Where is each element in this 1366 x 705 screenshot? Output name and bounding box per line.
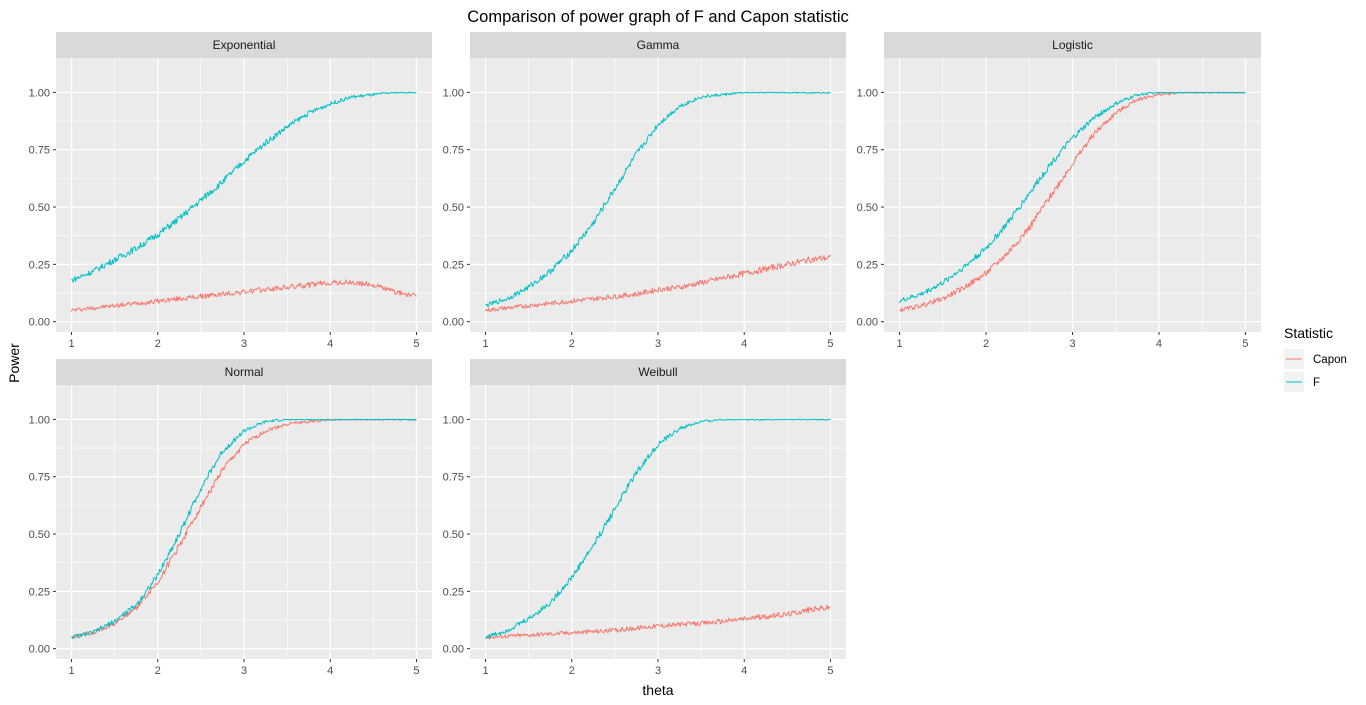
y-tick-label: 0.25 <box>29 259 50 271</box>
y-tick-label: 0.50 <box>29 529 50 541</box>
series-line-capon <box>485 254 831 312</box>
x-axis-title: theta <box>642 682 673 698</box>
y-tick-label: 1.00 <box>443 87 464 99</box>
legend: Statistic Capon F <box>1284 325 1347 392</box>
y-tick-label: 0.75 <box>29 472 50 484</box>
x-tick-label: 5 <box>827 665 833 677</box>
y-tick-label: 1.00 <box>29 87 50 99</box>
x-tick-label: 3 <box>655 338 661 350</box>
facet-strip-label: Exponential <box>213 38 276 52</box>
y-tick-label: 0.00 <box>443 317 464 329</box>
legend-entries: Capon F <box>1284 349 1347 392</box>
x-tick-label: 5 <box>413 665 419 677</box>
facet-weibull: Weibull 1 2 3 4 5 0.00 0.25 0.50 0.75 1.00 <box>443 359 846 677</box>
y-axis-title: Power <box>6 343 22 383</box>
facet-strip <box>884 32 1261 58</box>
facet-exponential: Exponential 1 2 3 4 5 0.00 0.25 0.50 0.75 1.00 <box>29 32 432 350</box>
x-tick-label: 2 <box>569 338 575 350</box>
y-tick-label: 0.25 <box>443 259 464 271</box>
facet-normal: Normal 1 2 3 4 5 0.00 0.25 0.50 0.75 1.00 <box>29 359 432 677</box>
y-tick-label: 0.50 <box>29 202 50 214</box>
x-tick-label: 2 <box>155 665 161 677</box>
series-line-f <box>71 91 417 283</box>
legend-title: Statistic <box>1284 325 1333 341</box>
x-tick-label: 1 <box>68 665 74 677</box>
y-tick-label: 0.50 <box>443 529 464 541</box>
x-tick-label: 4 <box>1156 338 1162 350</box>
x-tick-label: 5 <box>413 338 419 350</box>
chart-title: Comparison of power graph of F and Capon… <box>467 8 849 26</box>
x-tick-label: 2 <box>155 338 161 350</box>
x-tick-label: 3 <box>655 665 661 677</box>
series-line-f <box>899 91 1246 304</box>
facet-strip <box>56 359 432 385</box>
y-tick-label: 1.00 <box>29 414 50 426</box>
y-tick-label: 0.75 <box>857 145 878 157</box>
y-tick-label: 1.00 <box>443 414 464 426</box>
y-tick-label: 0.00 <box>857 317 878 329</box>
y-tick-label: 0.75 <box>29 145 50 157</box>
y-tick-label: 0.75 <box>443 472 464 484</box>
x-tick-label: 3 <box>1069 338 1075 350</box>
x-tick-label: 5 <box>827 338 833 350</box>
series-line-f <box>71 418 417 640</box>
facet-strip <box>56 32 432 58</box>
y-tick-label: 1.00 <box>857 87 878 99</box>
x-tick-label: 4 <box>741 665 747 677</box>
y-tick-label: 0.25 <box>857 259 878 271</box>
x-tick-label: 2 <box>569 665 575 677</box>
series-line-f <box>485 418 831 639</box>
x-tick-label: 4 <box>327 338 333 350</box>
x-tick-label: 2 <box>983 338 989 350</box>
x-tick-label: 5 <box>1242 338 1248 350</box>
facet-strip-label: Normal <box>225 365 264 379</box>
facet-gamma: Gamma 1 2 3 4 5 0.00 0.25 0.50 0.75 1.00 <box>443 32 846 350</box>
series-line-f <box>485 91 831 308</box>
legend-label: F <box>1313 377 1320 389</box>
y-tick-label: 0.00 <box>29 317 50 329</box>
x-tick-label: 1 <box>68 338 74 350</box>
y-tick-label: 0.00 <box>443 644 464 656</box>
facet-strip-label: Gamma <box>637 38 680 52</box>
x-tick-label: 1 <box>897 338 903 350</box>
legend-label: Capon <box>1313 354 1347 366</box>
x-tick-label: 3 <box>241 338 247 350</box>
x-tick-label: 1 <box>482 665 488 677</box>
series-line-capon <box>71 279 417 313</box>
facet-strip <box>470 32 846 58</box>
y-tick-label: 0.50 <box>443 202 464 214</box>
facet-strip-label: Weibull <box>638 365 677 379</box>
x-tick-label: 1 <box>482 338 488 350</box>
y-tick-label: 0.75 <box>443 145 464 157</box>
y-tick-label: 0.00 <box>29 644 50 656</box>
facet-strip <box>470 359 846 385</box>
x-tick-label: 3 <box>241 665 247 677</box>
y-tick-label: 0.50 <box>857 202 878 214</box>
series-line-capon <box>485 604 831 640</box>
y-tick-label: 0.25 <box>29 586 50 598</box>
x-tick-label: 4 <box>327 665 333 677</box>
x-tick-label: 4 <box>741 338 747 350</box>
facet-strip-label: Logistic <box>1052 38 1093 52</box>
facet-logistic: Logistic 1 2 3 4 5 0.00 0.25 0.50 0.75 1.00 <box>857 32 1261 350</box>
y-tick-label: 0.25 <box>443 586 464 598</box>
